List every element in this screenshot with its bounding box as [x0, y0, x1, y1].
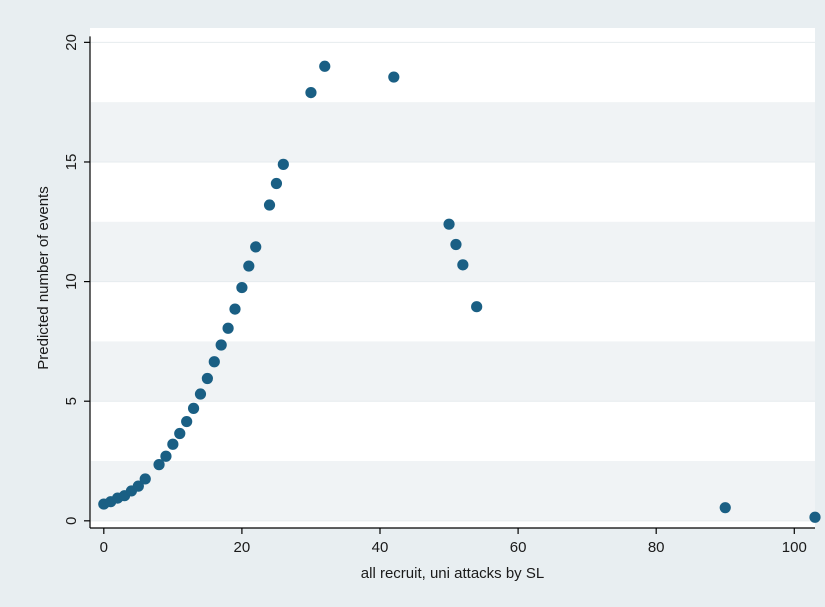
- tick-marks: [84, 41, 795, 534]
- data-point: [270, 177, 283, 190]
- data-point: [319, 60, 331, 72]
- data-point: [153, 459, 165, 471]
- x-tick-label: 80: [648, 539, 665, 556]
- data-point: [236, 281, 248, 294]
- data-point: [181, 415, 193, 428]
- data-point: [160, 450, 172, 462]
- data-point: [215, 339, 227, 351]
- data-point: [139, 473, 151, 485]
- x-axis-title: all recruit, uni attacks by SL: [361, 565, 544, 582]
- data-point: [174, 427, 186, 440]
- data-points: [98, 60, 821, 523]
- data-point: [243, 260, 255, 272]
- y-tick-label: 15: [63, 154, 80, 171]
- data-point: [167, 438, 179, 450]
- data-point: [187, 402, 200, 414]
- data-point: [263, 199, 276, 211]
- x-tick-label: 20: [234, 539, 251, 556]
- gridlines: [90, 41, 815, 522]
- y-axis-title: Predicted number of events: [35, 186, 52, 369]
- data-point: [471, 301, 483, 313]
- data-point: [194, 388, 207, 400]
- grid-band: [91, 102, 815, 162]
- grid-band: [91, 341, 815, 402]
- x-tick-label: 60: [510, 539, 527, 556]
- data-point: [443, 218, 455, 230]
- tick-labels: 0 5 10 15 20 0 20 40 60 80 100: [63, 34, 807, 556]
- data-point: [250, 241, 262, 253]
- x-tick-label: 40: [372, 539, 389, 556]
- x-tick-label: 0: [100, 539, 108, 556]
- data-point: [450, 238, 462, 251]
- y-tick-label: 0: [63, 517, 80, 525]
- data-point: [132, 480, 144, 492]
- grid-band: [91, 221, 815, 282]
- data-point: [201, 372, 213, 385]
- y-tick-label: 10: [63, 273, 80, 290]
- data-point: [222, 322, 234, 334]
- data-point: [457, 259, 469, 271]
- y-tick-label: 5: [63, 397, 80, 405]
- x-tick-label: 100: [782, 539, 807, 556]
- data-point: [719, 502, 731, 514]
- data-point: [809, 511, 821, 523]
- data-point: [208, 356, 220, 368]
- data-point: [229, 303, 241, 315]
- data-point: [388, 71, 400, 83]
- grid-bands: [91, 102, 815, 521]
- grid-band: [91, 461, 815, 521]
- data-point: [305, 86, 317, 99]
- data-point: [277, 158, 289, 170]
- y-tick-label: 20: [63, 34, 80, 51]
